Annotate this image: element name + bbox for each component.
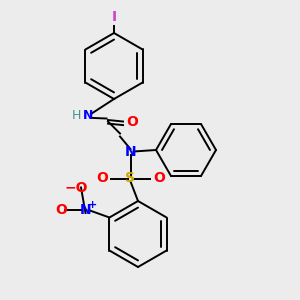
Text: O: O — [56, 203, 68, 217]
Text: −O: −O — [65, 181, 88, 194]
Text: O: O — [153, 172, 165, 185]
Text: I: I — [111, 10, 117, 24]
Text: +: + — [88, 200, 97, 211]
Text: S: S — [125, 172, 136, 185]
Text: H: H — [72, 109, 81, 122]
Text: N: N — [80, 203, 91, 217]
Text: O: O — [126, 115, 138, 128]
Text: O: O — [96, 172, 108, 185]
Text: N: N — [125, 145, 136, 158]
Text: N: N — [83, 109, 94, 122]
